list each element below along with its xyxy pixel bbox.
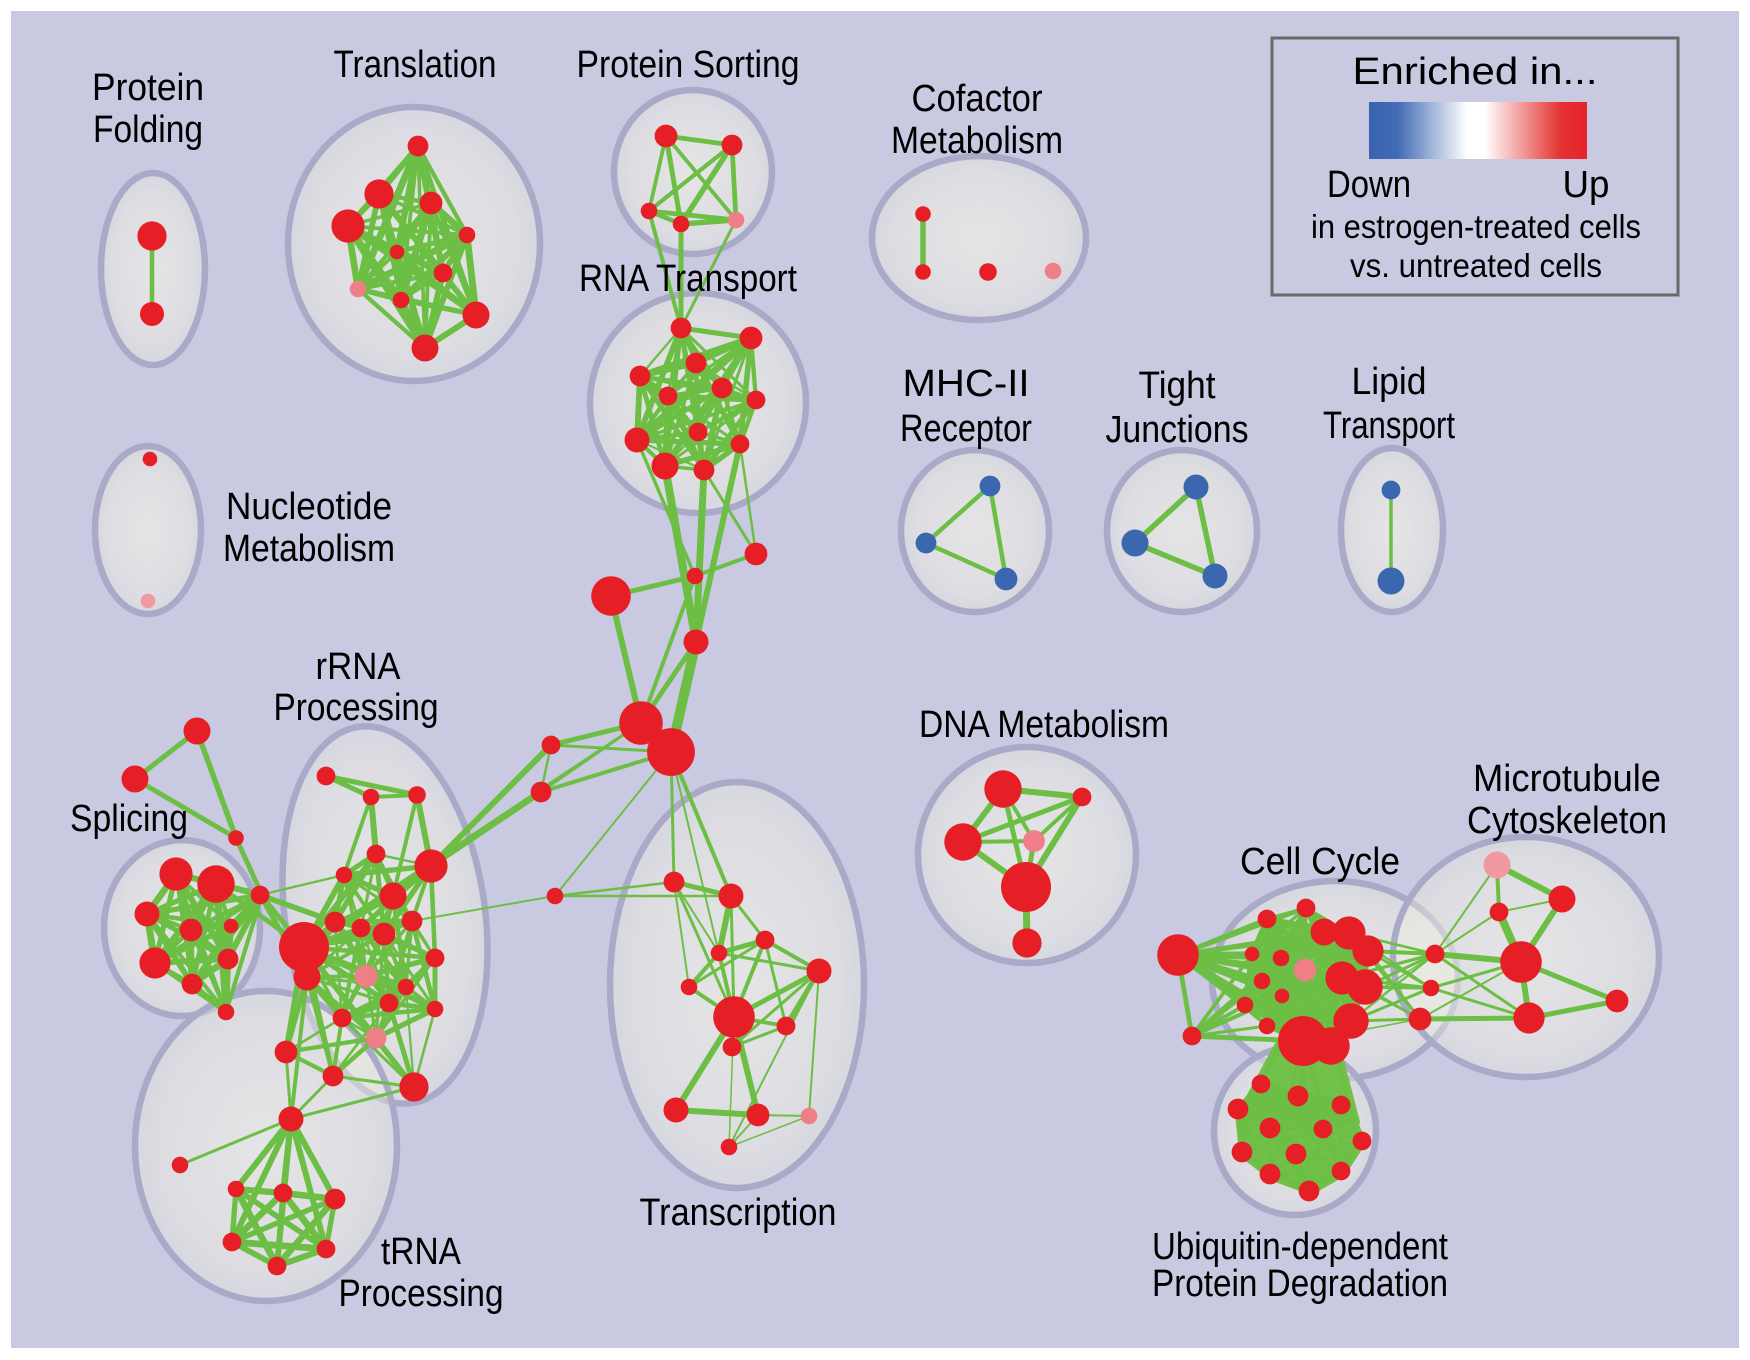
svg-text:Metabolism: Metabolism	[891, 120, 1063, 162]
svg-text:in estrogen-treated cells: in estrogen-treated cells	[1311, 208, 1641, 245]
svg-text:Tight: Tight	[1139, 365, 1216, 407]
svg-text:Down: Down	[1327, 164, 1411, 206]
svg-text:RNA Transport: RNA Transport	[579, 258, 797, 300]
svg-text:Cofactor: Cofactor	[912, 78, 1043, 120]
svg-text:Folding: Folding	[93, 109, 203, 151]
svg-text:Transcription: Transcription	[640, 1192, 837, 1234]
svg-text:Cell Cycle: Cell Cycle	[1240, 841, 1400, 883]
svg-text:Processing: Processing	[339, 1273, 504, 1315]
svg-text:Metabolism: Metabolism	[223, 528, 395, 570]
svg-text:Protein Sorting: Protein Sorting	[577, 44, 800, 86]
svg-text:tRNA: tRNA	[381, 1231, 462, 1273]
svg-text:Processing: Processing	[274, 687, 439, 729]
svg-text:Enriched in...: Enriched in...	[1353, 51, 1598, 93]
svg-text:Transport: Transport	[1323, 405, 1455, 447]
svg-text:Cytoskeleton: Cytoskeleton	[1467, 800, 1667, 842]
svg-text:Protein Degradation: Protein Degradation	[1152, 1263, 1448, 1305]
svg-text:Up: Up	[1563, 164, 1610, 206]
svg-text:Protein: Protein	[92, 67, 204, 109]
svg-text:Junctions: Junctions	[1106, 409, 1249, 451]
svg-text:Ubiquitin-dependent: Ubiquitin-dependent	[1152, 1226, 1448, 1268]
svg-text:Lipid: Lipid	[1352, 361, 1427, 403]
svg-text:rRNA: rRNA	[316, 646, 402, 688]
svg-text:Microtubule: Microtubule	[1473, 758, 1661, 800]
svg-text:vs. untreated cells: vs. untreated cells	[1350, 247, 1602, 284]
svg-text:Receptor: Receptor	[900, 408, 1032, 450]
svg-text:Splicing: Splicing	[70, 798, 188, 840]
svg-text:Nucleotide: Nucleotide	[226, 486, 392, 528]
svg-text:DNA Metabolism: DNA Metabolism	[919, 704, 1169, 746]
svg-text:MHC-II: MHC-II	[903, 363, 1030, 405]
svg-text:Translation: Translation	[334, 44, 497, 86]
